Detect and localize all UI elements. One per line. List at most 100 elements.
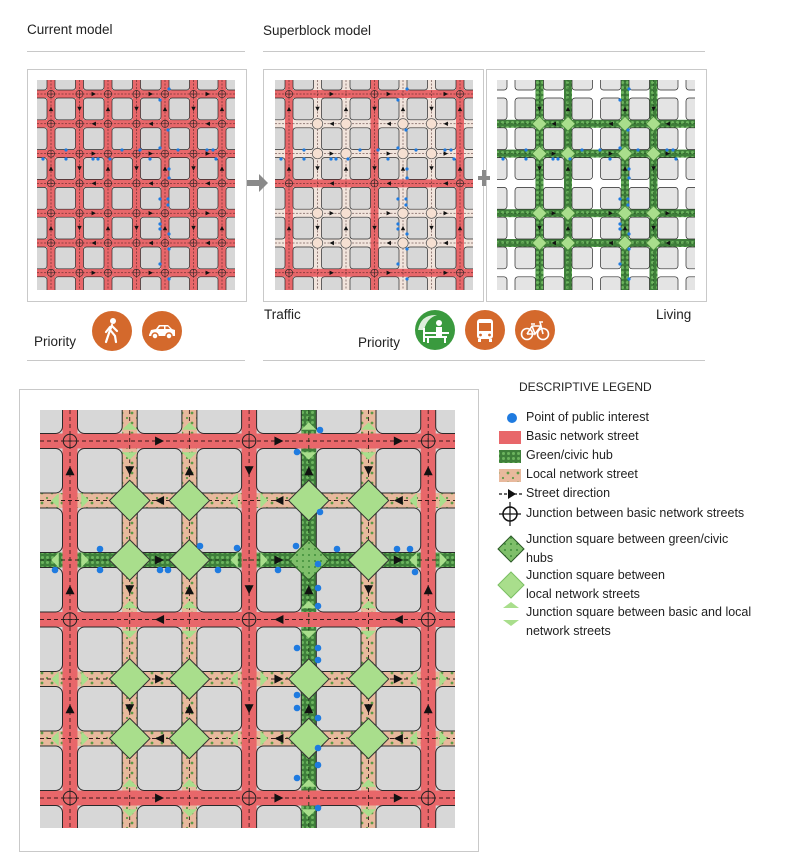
street-direction-arrow xyxy=(155,793,165,803)
street-direction-arrow xyxy=(91,91,96,97)
street-direction-arrow xyxy=(372,106,377,112)
street-direction-arrow xyxy=(393,615,403,624)
city-block xyxy=(406,97,428,121)
city-block xyxy=(685,276,695,290)
point-of-interest xyxy=(414,148,418,152)
basic-junction-cross xyxy=(189,269,198,277)
city-block xyxy=(378,276,400,290)
city-block xyxy=(514,157,536,180)
basic-junction-cross xyxy=(63,434,77,448)
point-of-interest xyxy=(51,566,59,574)
city-block xyxy=(657,187,679,210)
street-direction-arrow xyxy=(329,151,334,156)
legend-label: Green/civic hub xyxy=(526,448,613,462)
city-block xyxy=(315,805,362,828)
city-block xyxy=(37,187,48,210)
street-direction-arrow xyxy=(343,225,349,231)
city-block xyxy=(435,187,457,210)
local-junction-square-icon xyxy=(347,479,390,522)
street-direction-arrow xyxy=(551,121,556,126)
city-block xyxy=(463,276,473,290)
city-block xyxy=(349,246,371,270)
city-block xyxy=(349,157,371,180)
street-direction-arrow xyxy=(386,270,391,275)
city-block xyxy=(197,276,219,290)
calm-junction-icon xyxy=(425,207,438,219)
street-direction-arrow xyxy=(651,166,656,171)
basic-local-junction-icon xyxy=(439,493,447,508)
street-direction-arrow xyxy=(551,211,556,216)
basic-local-junction-icon xyxy=(81,552,89,568)
city-block xyxy=(463,157,473,180)
street-direction-arrow xyxy=(65,585,75,595)
street-direction-arrow xyxy=(622,225,628,231)
street-direction-arrow xyxy=(205,181,210,186)
point-of-interest xyxy=(627,277,631,281)
point-of-interest xyxy=(166,203,170,207)
city-block xyxy=(40,626,63,672)
street-direction-arrow xyxy=(393,555,403,565)
city-block xyxy=(435,448,455,494)
basic-junction-cross xyxy=(132,150,141,158)
city-block xyxy=(168,97,190,121)
street-direction-arrow xyxy=(565,166,571,171)
street-direction-arrow xyxy=(274,436,284,446)
city-block xyxy=(77,410,123,434)
basic-junction-cross xyxy=(370,269,379,277)
street-direction-arrow xyxy=(191,166,196,171)
point-of-interest xyxy=(598,148,602,152)
street-direction-arrow xyxy=(393,793,403,803)
basic-local-junction-icon xyxy=(51,671,59,687)
street-direction-arrow xyxy=(184,704,194,714)
point-of-interest xyxy=(627,176,631,180)
city-block xyxy=(514,97,536,121)
junction-square-icon xyxy=(531,205,548,221)
local-junction-square-icon xyxy=(287,658,330,700)
calm-junction-icon xyxy=(425,237,438,249)
city-block xyxy=(225,276,235,290)
basic-junction-cross xyxy=(189,90,198,98)
green-junction-square-icon xyxy=(497,535,525,563)
point-of-interest xyxy=(302,157,306,161)
pedestrian-icon xyxy=(92,311,132,351)
basic-local-junction-icon xyxy=(181,422,197,430)
street-direction-arrow xyxy=(274,615,284,624)
street-direction-arrow xyxy=(125,704,135,714)
street-direction-arrow xyxy=(77,225,82,231)
street-direction-arrow xyxy=(48,106,54,112)
street-direction-arrow xyxy=(274,734,284,743)
basic-local-junction-icon xyxy=(181,779,197,787)
street-direction-arrow xyxy=(386,91,391,97)
street-direction-arrow xyxy=(148,240,153,246)
basic-local-junction-icon xyxy=(181,630,197,639)
city-block xyxy=(406,157,428,180)
street-direction-arrow xyxy=(537,106,542,112)
city-block xyxy=(315,410,362,434)
city-block xyxy=(628,97,650,121)
legend-label: Junction square between green/civic xyxy=(526,532,729,546)
calm-junction-icon xyxy=(340,207,352,219)
green-junction-square-icon xyxy=(287,539,330,581)
city-block xyxy=(321,276,343,290)
point-of-interest xyxy=(279,157,283,161)
street-direction-arrow xyxy=(48,166,54,171)
city-block xyxy=(685,216,695,240)
basic-junction-cross xyxy=(189,120,198,128)
street-direction-arrow xyxy=(162,106,168,112)
calm-junction-icon xyxy=(340,237,352,249)
city-block xyxy=(40,448,63,494)
map-current xyxy=(37,80,235,290)
basic-local-junction-icon xyxy=(361,452,376,460)
point-of-interest xyxy=(626,197,630,201)
street-direction-arrow xyxy=(219,106,225,112)
city-block xyxy=(497,216,508,240)
point-of-interest xyxy=(214,566,222,574)
basic-local-junction-icon xyxy=(301,452,317,460)
city-block xyxy=(168,246,190,270)
basic-junction-cross xyxy=(132,239,141,247)
point-of-interest xyxy=(396,227,400,231)
city-block xyxy=(349,276,371,290)
city-block xyxy=(140,187,162,210)
street-direction-arrow xyxy=(651,225,656,231)
